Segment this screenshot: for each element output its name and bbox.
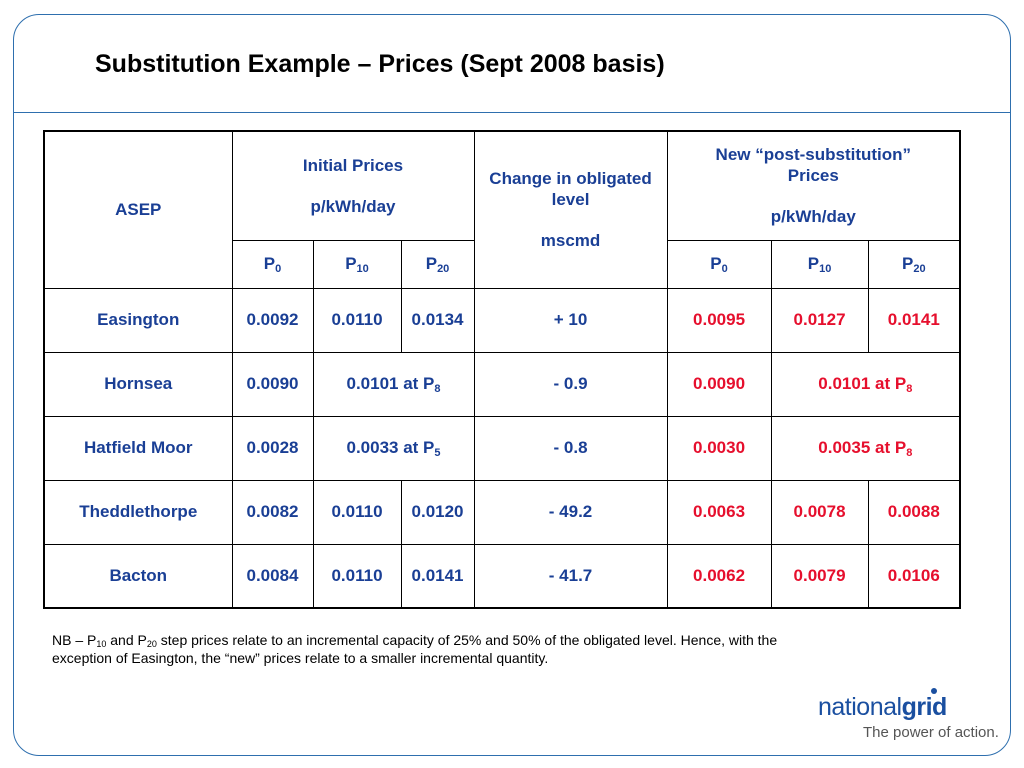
asep-name: Hatfield Moor	[43, 415, 233, 481]
initial-prices-title: Initial Prices	[302, 155, 404, 175]
header-row-1: ASEP Initial Prices p/kWh/day Change in …	[43, 130, 961, 289]
logo-dot-icon	[931, 688, 937, 694]
change-value: - 0.9	[473, 351, 668, 417]
new-price: 0.0088	[867, 479, 961, 545]
new-price: 0.0062	[666, 543, 772, 609]
logo-wordmark: nationalgrid	[818, 693, 947, 721]
new-price: 0.0141	[867, 287, 961, 353]
change-header-line1: Change in obligated	[489, 168, 652, 188]
initial-price: 0.0120	[400, 479, 475, 545]
change-header-line2: level	[551, 190, 590, 210]
change-value: - 0.8	[473, 415, 668, 481]
initial-price: 0.0092	[231, 287, 314, 353]
new-price: 0.0127	[770, 287, 869, 353]
initial-price-merged: 0.0033 at P5	[312, 415, 475, 481]
initial-price: 0.0028	[231, 415, 314, 481]
new-price: 0.0095	[666, 287, 772, 353]
initial-price-merged: 0.0101 at P8	[312, 351, 475, 417]
initial-price: 0.0090	[231, 351, 314, 417]
title-divider	[14, 112, 1010, 113]
initial-price: 0.0141	[400, 543, 475, 609]
logo-tagline: The power of action.	[863, 724, 999, 741]
table-row: Easington 0.0092 0.0110 0.0134 + 10 0.00…	[43, 287, 961, 353]
asep-name: Theddlethorpe	[43, 479, 233, 545]
change-value: - 49.2	[473, 479, 668, 545]
initial-p10-header: P10	[312, 239, 402, 289]
initial-p0-header: P0	[231, 239, 314, 289]
initial-price: 0.0082	[231, 479, 314, 545]
table-row: Hornsea 0.0090 0.0101 at P8 - 0.9 0.0090…	[43, 351, 961, 417]
initial-price: 0.0134	[400, 287, 475, 353]
new-prices-unit: p/kWh/day	[770, 207, 856, 227]
new-prices-title-line1: New “post-substitution”	[715, 144, 912, 164]
new-price-merged: 0.0035 at P8	[770, 415, 961, 481]
initial-p20-header: P20	[400, 239, 475, 289]
new-price: 0.0079	[770, 543, 869, 609]
table-row: Hatfield Moor 0.0028 0.0033 at P5 - 0.8 …	[43, 415, 961, 481]
new-price: 0.0106	[867, 543, 961, 609]
new-p10-header: P10	[770, 239, 869, 289]
new-price: 0.0030	[666, 415, 772, 481]
change-value: + 10	[473, 287, 668, 353]
new-price: 0.0078	[770, 479, 869, 545]
slide-title: Substitution Example – Prices (Sept 2008…	[95, 50, 665, 78]
header-row-2: P0 P10 P20 P0 P10 P20	[44, 239, 961, 289]
asep-name: Easington	[43, 287, 233, 353]
initial-price: 0.0110	[312, 479, 402, 545]
footnote: NB – P10 and P20 step prices relate to a…	[52, 632, 778, 666]
new-price-merged: 0.0101 at P8	[770, 351, 961, 417]
change-header: Change in obligated level mscmd	[473, 130, 668, 289]
new-p20-header: P20	[867, 239, 961, 289]
change-value: - 41.7	[473, 543, 668, 609]
initial-prices-unit: p/kWh/day	[310, 196, 396, 216]
asep-header: ASEP	[43, 130, 233, 289]
new-prices-title-line2: Prices	[787, 166, 839, 186]
initial-price: 0.0110	[312, 287, 402, 353]
asep-name: Hornsea	[43, 351, 233, 417]
new-price: 0.0090	[666, 351, 772, 417]
price-table: ASEP Initial Prices p/kWh/day Change in …	[43, 130, 962, 609]
initial-price: 0.0084	[231, 543, 314, 609]
new-p0-header: P0	[666, 239, 772, 289]
asep-name: Bacton	[43, 543, 233, 609]
initial-price: 0.0110	[312, 543, 402, 609]
change-header-unit: mscmd	[540, 231, 601, 251]
initial-prices-header: Initial Prices p/kWh/day	[231, 130, 475, 241]
table-row: Bacton 0.0084 0.0110 0.0141 - 41.7 0.006…	[43, 543, 961, 609]
new-prices-header: New “post-substitution” Prices p/kWh/day	[666, 130, 961, 241]
table-row: Theddlethorpe 0.0082 0.0110 0.0120 - 49.…	[43, 479, 961, 545]
new-price: 0.0063	[666, 479, 772, 545]
national-grid-logo: nationalgrid The power of action.	[818, 688, 999, 749]
slide-frame	[13, 14, 1011, 756]
